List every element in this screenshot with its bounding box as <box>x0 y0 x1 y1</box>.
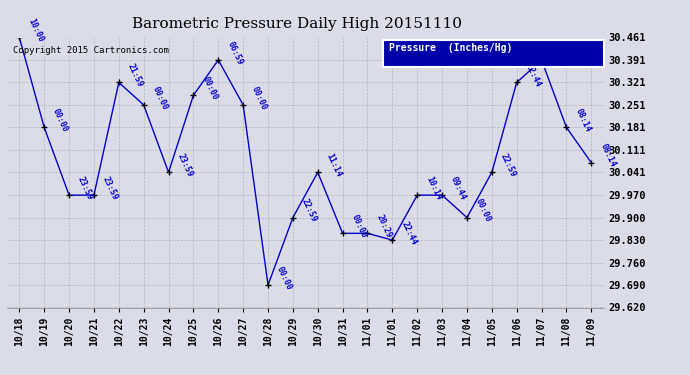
Text: 22:59: 22:59 <box>300 197 319 224</box>
Text: 20:29: 20:29 <box>375 213 393 240</box>
Text: 00:00: 00:00 <box>51 107 70 134</box>
Text: 11:14: 11:14 <box>325 152 344 178</box>
Text: 22:44: 22:44 <box>400 220 418 246</box>
Text: 06:59: 06:59 <box>225 40 244 66</box>
Text: 23:59: 23:59 <box>76 175 95 201</box>
Bar <box>383 40 604 67</box>
Text: 00:00: 00:00 <box>350 213 368 240</box>
Text: 23:59: 23:59 <box>175 152 194 178</box>
Text: 08:44: 08:44 <box>549 40 567 66</box>
Text: 00:00: 00:00 <box>250 85 269 111</box>
Text: 10:14: 10:14 <box>424 175 443 201</box>
Text: 08:14: 08:14 <box>573 107 592 134</box>
Text: 00:00: 00:00 <box>474 197 493 224</box>
Text: 10:00: 10:00 <box>26 17 45 44</box>
Text: Barometric Pressure Daily High 20151110: Barometric Pressure Daily High 20151110 <box>132 17 462 31</box>
Text: 09:44: 09:44 <box>449 175 468 201</box>
Text: 21:59: 21:59 <box>126 62 144 88</box>
Text: 22:59: 22:59 <box>499 152 518 178</box>
Text: 23:59: 23:59 <box>101 175 119 201</box>
Text: 00:00: 00:00 <box>200 75 219 102</box>
Text: Pressure  (Inches/Hg): Pressure (Inches/Hg) <box>389 43 512 53</box>
Text: 22:44: 22:44 <box>524 62 542 88</box>
Text: 00:00: 00:00 <box>275 265 294 291</box>
Text: Copyright 2015 Cartronics.com: Copyright 2015 Cartronics.com <box>13 46 169 55</box>
Text: 08:14: 08:14 <box>598 142 617 169</box>
Text: 00:00: 00:00 <box>150 85 169 111</box>
